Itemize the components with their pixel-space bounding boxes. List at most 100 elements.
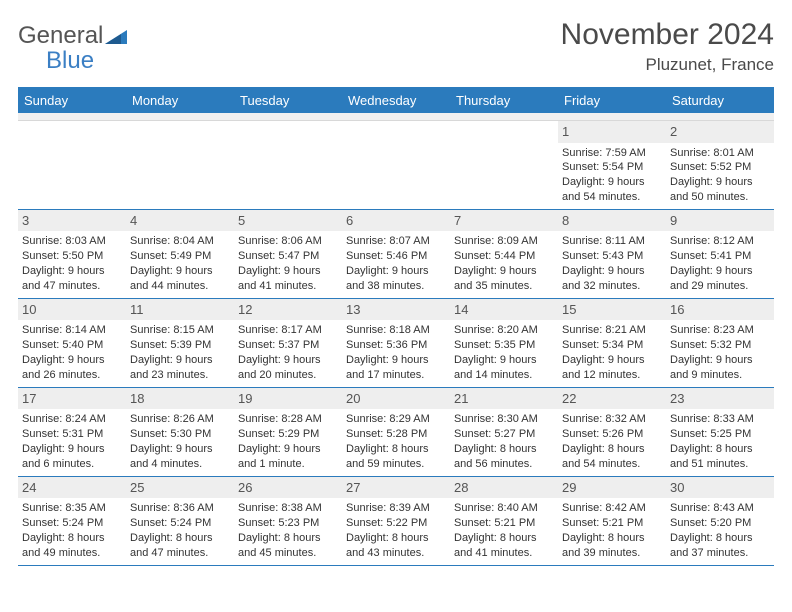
sunset-text: Sunset: 5:25 PM xyxy=(670,427,770,442)
day-number: 11 xyxy=(126,299,234,321)
day-cell: 5Sunrise: 8:06 AMSunset: 5:47 PMDaylight… xyxy=(234,210,342,298)
day-cell: 27 Sunrise: 8:39 AMSunset: 5:22 PMDayligh… xyxy=(342,477,450,565)
sunrise-text: Sunrise: 8:30 AM xyxy=(454,412,554,427)
daylight-text: and 1 minute. xyxy=(238,457,338,472)
weeks-container: 1Sunrise: 7:59 AMSunset: 5:54 PMDaylight… xyxy=(18,121,774,566)
day-cell: 11 Sunrise: 8:15 AMSunset: 5:39 PMDayligh… xyxy=(126,299,234,387)
sunrise-text: Sunrise: 8:23 AM xyxy=(670,323,770,338)
sunset-text: Sunset: 5:21 PM xyxy=(454,516,554,531)
sunset-text: Sunset: 5:39 PM xyxy=(130,338,230,353)
week-row: 24 Sunrise: 8:35 AM Sunset: 5:24 PM Dayligh… xyxy=(18,477,774,566)
daylight-text: and 29 minutes. xyxy=(670,279,770,294)
sunrise-text: Sunrise: 8:17 AM xyxy=(238,323,338,338)
weekday-header-row: Sunday Monday Tuesday Wednesday Thursday… xyxy=(18,89,774,113)
daylight-text: and 51 minutes. xyxy=(670,457,770,472)
daylight-text: and 38 minutes. xyxy=(346,279,446,294)
day-cell: 30Sunrise: 8:43 AMSunset: 5:20 PMDayligh… xyxy=(666,477,774,565)
day-cell xyxy=(234,121,342,209)
day-number: 4 xyxy=(126,210,234,232)
sunrise-text: Sunrise: 8:11 AM xyxy=(562,234,662,249)
spacer-row xyxy=(18,113,774,121)
daylight-text: Daylight: 9 hours xyxy=(670,353,770,368)
daylight-text: and 14 minutes. xyxy=(454,368,554,383)
day-number: 25 xyxy=(126,477,234,499)
daylight-text: and 47 minutes. xyxy=(130,546,230,561)
sunrise-text: Sunrise: 8:03 AM xyxy=(22,234,122,249)
daylight-text: Daylight: 9 hours xyxy=(238,353,338,368)
sunset-text: Sunset: 5:22 PM xyxy=(346,516,446,531)
sunset-text: Sunset: 5:35 PM xyxy=(454,338,554,353)
sunset-text: Sunset: 5:34 PM xyxy=(562,338,662,353)
week-row: 17Sunrise: 8:24 AMSunset: 5:31 PMDayligh… xyxy=(18,388,774,477)
day-number: 17 xyxy=(18,388,126,410)
sunrise-text: Sunrise: 8:06 AM xyxy=(238,234,338,249)
daylight-text: and 32 minutes. xyxy=(562,279,662,294)
day-cell: 19Sunrise: 8:28 AMSunset: 5:29 PMDayligh… xyxy=(234,388,342,476)
sunrise-text: Sunrise: 8:20 AM xyxy=(454,323,554,338)
day-cell: 28Sunrise: 8:40 AMSunset: 5:21 PMDayligh… xyxy=(450,477,558,565)
daylight-text: Daylight: 8 hours xyxy=(562,442,662,457)
daylight-text: and 37 minutes. xyxy=(670,546,770,561)
daylight-text: and 49 minutes. xyxy=(22,546,122,561)
daylight-text: Daylight: 9 hours xyxy=(670,264,770,279)
daylight-text: and 56 minutes. xyxy=(454,457,554,472)
sunrise-text: Sunrise: 8:09 AM xyxy=(454,234,554,249)
sunrise-text: Sunrise: 8:38 AM xyxy=(238,501,338,516)
day-number: 23 xyxy=(666,388,774,410)
day-cell: 2Sunrise: 8:01 AMSunset: 5:52 PMDaylight… xyxy=(666,121,774,209)
month-title: November 2024 xyxy=(561,18,774,51)
day-number: 27 xyxy=(342,477,450,499)
daylight-text: Daylight: 9 hours xyxy=(22,353,122,368)
daylight-text: Daylight: 8 hours xyxy=(670,442,770,457)
day-cell: 1Sunrise: 7:59 AMSunset: 5:54 PMDaylight… xyxy=(558,121,666,209)
day-cell xyxy=(18,121,126,209)
daylight-text: Daylight: 9 hours xyxy=(454,264,554,279)
sunset-text: Sunset: 5:54 PM xyxy=(562,160,662,175)
daylight-text: Daylight: 9 hours xyxy=(22,442,122,457)
logo: General Blue xyxy=(18,24,127,73)
daylight-text: and 12 minutes. xyxy=(562,368,662,383)
logo-triangle-icon xyxy=(105,25,127,49)
daylight-text: Daylight: 9 hours xyxy=(454,353,554,368)
daylight-text: and 54 minutes. xyxy=(562,457,662,472)
sunrise-text: Sunrise: 8:28 AM xyxy=(238,412,338,427)
day-number: 12 xyxy=(234,299,342,321)
sunset-text: Sunset: 5:27 PM xyxy=(454,427,554,442)
daylight-text: Daylight: 9 hours xyxy=(346,264,446,279)
day-number: 21 xyxy=(450,388,558,410)
sunset-text: Sunset: 5:49 PM xyxy=(130,249,230,264)
daylight-text: Daylight: 8 hours xyxy=(346,442,446,457)
day-cell: 8Sunrise: 8:11 AMSunset: 5:43 PMDaylight… xyxy=(558,210,666,298)
daylight-text: and 45 minutes. xyxy=(238,546,338,561)
daylight-text: Daylight: 9 hours xyxy=(562,175,662,190)
weekday-monday: Monday xyxy=(126,89,234,113)
daylight-text: and 54 minutes. xyxy=(562,190,662,205)
sunset-text: Sunset: 5:40 PM xyxy=(22,338,122,353)
day-cell: 14Sunrise: 8:20 AMSunset: 5:35 PMDayligh… xyxy=(450,299,558,387)
sunset-text: Sunset: 5:24 PM xyxy=(130,516,230,531)
sunrise-text: Sunrise: 8:35 AM xyxy=(22,501,122,516)
daylight-text: Daylight: 8 hours xyxy=(670,531,770,546)
day-number: 16 xyxy=(666,299,774,321)
day-number: 13 xyxy=(342,299,450,321)
daylight-text: Daylight: 9 hours xyxy=(130,353,230,368)
sunset-text: Sunset: 5:44 PM xyxy=(454,249,554,264)
day-number: 3 xyxy=(18,210,126,232)
daylight-text: and 41 minutes. xyxy=(238,279,338,294)
daylight-text: and 39 minutes. xyxy=(562,546,662,561)
daylight-text: Daylight: 8 hours xyxy=(346,531,446,546)
sunset-text: Sunset: 5:47 PM xyxy=(238,249,338,264)
day-cell: 29Sunrise: 8:42 AMSunset: 5:21 PMDayligh… xyxy=(558,477,666,565)
sunrise-text: Sunrise: 8:39 AM xyxy=(346,501,446,516)
daylight-text: and 50 minutes. xyxy=(670,190,770,205)
sunrise-text: Sunrise: 8:15 AM xyxy=(130,323,230,338)
day-number: 24 xyxy=(18,477,126,499)
sunset-text: Sunset: 5:37 PM xyxy=(238,338,338,353)
day-number: 10 xyxy=(18,299,126,321)
daylight-text: and 20 minutes. xyxy=(238,368,338,383)
day-cell: 20Sunrise: 8:29 AMSunset: 5:28 PMDayligh… xyxy=(342,388,450,476)
sunrise-text: Sunrise: 8:21 AM xyxy=(562,323,662,338)
day-cell: 23Sunrise: 8:33 AMSunset: 5:25 PMDayligh… xyxy=(666,388,774,476)
sunset-text: Sunset: 5:50 PM xyxy=(22,249,122,264)
day-cell: 10Sunrise: 8:14 AMSunset: 5:40 PMDayligh… xyxy=(18,299,126,387)
